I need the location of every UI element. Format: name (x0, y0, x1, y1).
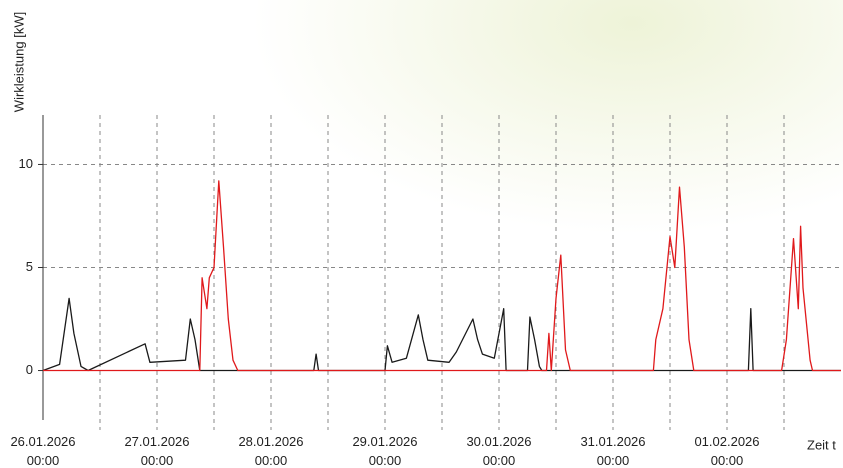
background (0, 0, 843, 468)
x-axis-label: Zeit t (807, 437, 836, 452)
y-axis-label: Wirkleistung [kW] (11, 12, 26, 112)
chart: Wirkleistung [kW] Zeit t 051026.01.20260… (0, 0, 843, 468)
y-tick-label: 10 (19, 156, 33, 171)
y-tick-label: 5 (26, 259, 33, 274)
page: {"chart_data": {"type": "line", "ylabel"… (0, 0, 843, 468)
y-tick-label: 0 (26, 362, 33, 377)
